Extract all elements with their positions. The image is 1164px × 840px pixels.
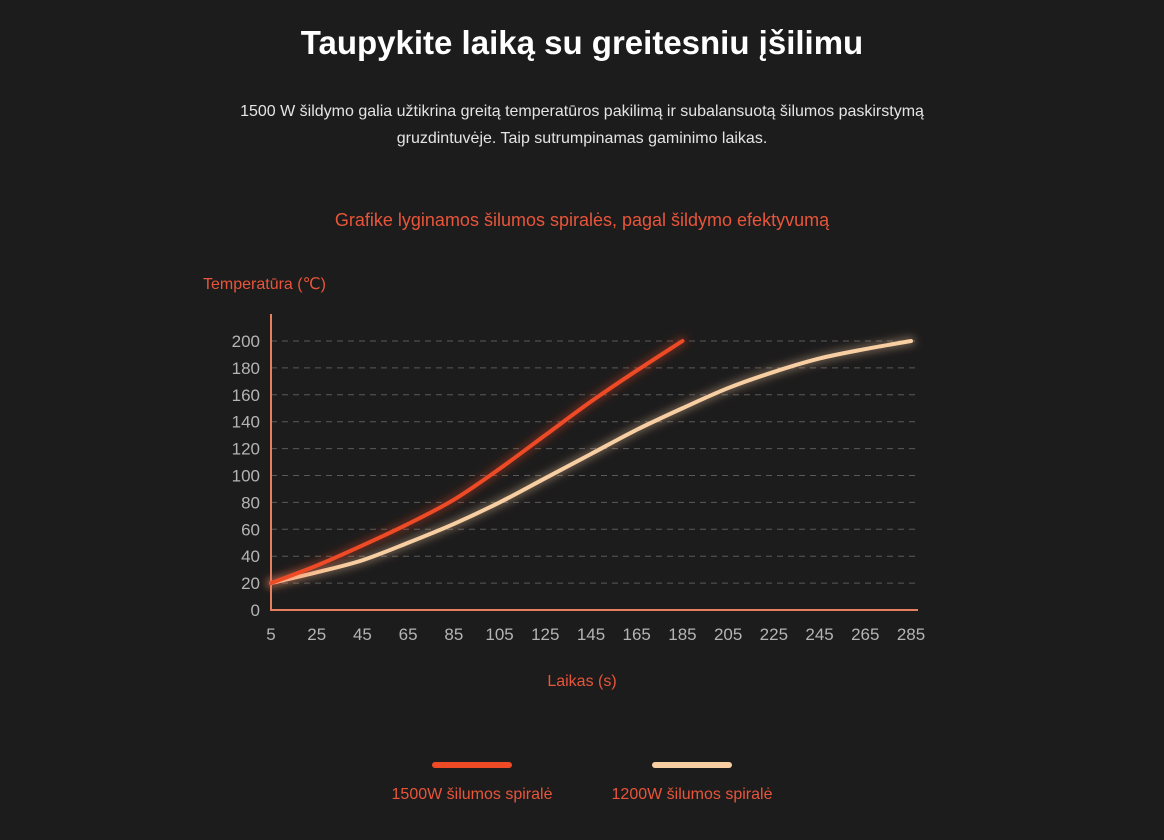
x-tick-label: 85 <box>444 625 463 644</box>
legend: 1500W šilumos spiralė 1200W šilumos spir… <box>0 762 1164 812</box>
y-tick-label: 20 <box>241 574 260 593</box>
y-tick-label: 60 <box>241 520 260 539</box>
x-axis-label: Laikas (s) <box>547 673 617 690</box>
series-line-1200w <box>269 339 913 586</box>
x-tick-label: 205 <box>714 625 742 644</box>
y-axis-label: Temperatūra (℃) <box>203 276 326 293</box>
x-tick-label: 165 <box>623 625 651 644</box>
x-tick-label: 25 <box>307 625 326 644</box>
series-glow-1500w <box>266 336 687 588</box>
x-tick-label: 5 <box>266 625 275 644</box>
x-tick-label: 65 <box>399 625 418 644</box>
series-line-1500w <box>269 339 685 586</box>
y-tick-label: 140 <box>232 413 260 432</box>
chart-subtitle: Grafike lyginamos šilumos spiralės, paga… <box>334 210 830 230</box>
x-tick-label: 225 <box>760 625 788 644</box>
y-tick-label: 120 <box>232 440 260 459</box>
x-tick-label: 125 <box>531 625 559 644</box>
page-title: Taupykite laiką su greitesniu įšilimu <box>300 24 864 61</box>
y-tick-label: 160 <box>232 386 260 405</box>
legend-label-1200w: 1200W šilumos spiralė <box>611 786 773 803</box>
y-tick-label: 200 <box>232 332 260 351</box>
legend-swatch-1500w <box>432 762 512 768</box>
y-tick-label: 40 <box>241 547 260 566</box>
page-description: 1500 W šildymo galia užtikrina greitą te… <box>240 103 924 147</box>
y-tick-label: 180 <box>232 359 260 378</box>
x-tick-label: 185 <box>668 625 696 644</box>
legend-item-1500w: 1500W šilumos spiralė <box>362 762 582 804</box>
x-tick-label: 45 <box>353 625 372 644</box>
x-tick-label: 285 <box>897 625 925 644</box>
axes <box>270 314 918 611</box>
x-tick-label: 245 <box>805 625 833 644</box>
y-tick-label: 80 <box>241 493 260 512</box>
x-tick-label: 265 <box>851 625 879 644</box>
legend-item-1200w: 1200W šilumos spiralė <box>582 762 802 804</box>
legend-label-1500w: 1500W šilumos spiralė <box>391 786 553 803</box>
x-tick-label: 105 <box>485 625 513 644</box>
series-lines <box>266 336 916 588</box>
tick-labels: 0 20 40 60 80 100 120 140 160 180 200 5 25 45 65 85 105 1… <box>232 332 926 644</box>
y-tick-label: 0 <box>251 601 260 620</box>
y-tick-label: 100 <box>232 467 260 486</box>
x-tick-label: 145 <box>577 625 605 644</box>
legend-swatch-1200w <box>652 762 732 768</box>
